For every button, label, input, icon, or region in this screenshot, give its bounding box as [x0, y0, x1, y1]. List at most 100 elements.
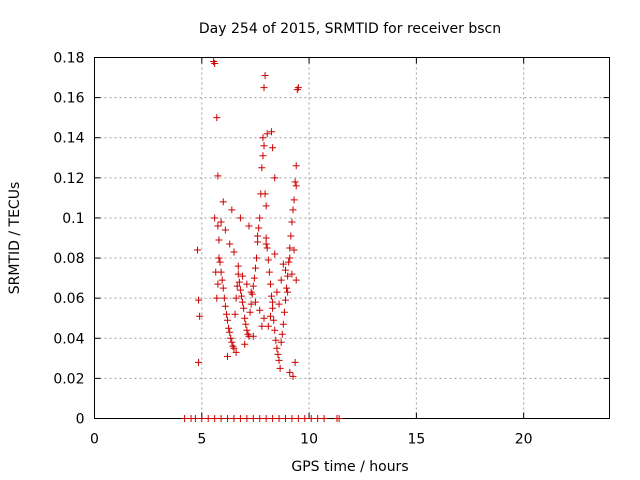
x-tick-label: 20 [515, 432, 533, 448]
data-point [291, 178, 299, 186]
data-point [251, 298, 259, 306]
data-point [236, 286, 244, 294]
x-tick-label: 10 [300, 432, 318, 448]
data-point [228, 338, 236, 346]
data-point [289, 206, 297, 214]
data-point [284, 288, 292, 296]
data-point [270, 316, 278, 324]
x-axis-label: GPS time / hours [291, 459, 408, 475]
data-point [219, 198, 227, 206]
data-point [220, 294, 228, 302]
data-point [216, 258, 224, 266]
data-point [259, 152, 267, 160]
data-point [272, 336, 280, 344]
data-point [286, 254, 294, 262]
data-point [269, 304, 277, 312]
data-point [249, 415, 257, 422]
data-point [219, 284, 227, 292]
data-point [222, 310, 230, 318]
data-point [254, 238, 262, 246]
data-point [260, 84, 268, 92]
data-point [204, 415, 212, 422]
data-point [235, 278, 243, 286]
data-point [232, 348, 240, 356]
data-point [228, 206, 236, 214]
grid [94, 57, 610, 419]
y-axis-label: SRMTID / TECUs [7, 182, 23, 295]
data-point [191, 415, 199, 422]
data-point [217, 218, 225, 226]
data-point [221, 226, 229, 234]
data-point [266, 312, 274, 320]
data-point [262, 240, 270, 248]
data-point [276, 364, 284, 372]
data-point [240, 304, 248, 312]
data-point [274, 350, 282, 358]
tick-labels: 0 5 10 15 20 0 0.02 0.04 0.06 0.08 0.1 0.12 0.14 0.16… [53, 51, 532, 448]
data-point [261, 190, 269, 198]
data-point [335, 415, 343, 422]
data-point [230, 415, 238, 422]
data-point [236, 415, 244, 422]
data-point [275, 300, 283, 308]
data-point [256, 214, 264, 222]
y-tick-label: 0.06 [53, 291, 84, 307]
data-point [212, 268, 220, 276]
data-point [246, 308, 254, 316]
data-point [211, 415, 219, 422]
data-point [292, 162, 300, 170]
data-point [275, 415, 283, 422]
data-point [227, 334, 235, 342]
data-point [273, 344, 281, 352]
data-point [214, 280, 222, 288]
x-tick-label: 0 [90, 432, 99, 448]
data-point [290, 246, 298, 254]
data-point [243, 326, 251, 334]
data-point [271, 250, 279, 258]
data-point [239, 298, 247, 306]
data-point [263, 244, 271, 252]
data-point [289, 372, 297, 380]
y-tick-label: 0.16 [53, 91, 84, 107]
data-point [259, 134, 267, 142]
data-point [198, 415, 206, 422]
data-point [269, 415, 277, 422]
data-point [301, 415, 309, 422]
data-point [215, 254, 223, 262]
data-point [273, 288, 281, 296]
data-point [241, 314, 249, 322]
data-point [225, 324, 233, 332]
data-point [224, 316, 232, 324]
x-tick-label: 15 [407, 432, 425, 448]
data-point [277, 276, 285, 284]
data-point [231, 310, 239, 318]
y-tick-label: 0.1 [62, 211, 84, 227]
data-point [224, 415, 232, 422]
data-point [249, 332, 257, 340]
data-point [278, 330, 286, 338]
data-point [307, 415, 315, 422]
chart-title: Day 254 of 2015, SRMTID for receiver bsc… [199, 21, 501, 37]
data-point [284, 272, 292, 280]
data-point [226, 328, 234, 336]
data-point [256, 415, 264, 422]
data-point [314, 415, 322, 422]
data-point [266, 280, 274, 288]
data-point [281, 296, 289, 304]
data-point [269, 144, 277, 152]
data-point [277, 338, 285, 346]
data-point [254, 232, 262, 240]
data-point [279, 320, 287, 328]
data-point [262, 234, 270, 242]
data-point [215, 236, 223, 244]
data-point [241, 340, 249, 348]
data-point [214, 222, 222, 230]
data-point [283, 284, 291, 292]
data-point [265, 268, 273, 276]
data-point [290, 196, 298, 204]
data-point [217, 415, 225, 422]
data-point [258, 322, 266, 330]
data-point [195, 296, 203, 304]
y-tick-label: 0.02 [53, 371, 84, 387]
data-point [239, 272, 247, 280]
